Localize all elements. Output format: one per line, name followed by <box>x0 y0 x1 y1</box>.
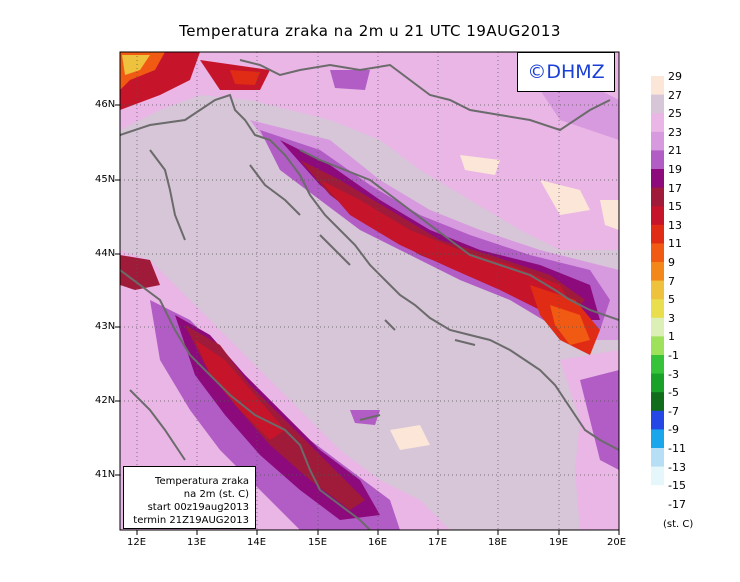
legend-label: -17 <box>668 497 686 511</box>
lon-label-15e: 15E <box>308 537 328 548</box>
info-line-4: termin 21Z19AUG2013 <box>133 515 249 526</box>
lat-label-46n: 46N <box>95 99 116 110</box>
lat-label-43n: 43N <box>95 321 116 332</box>
legend-swatch <box>651 355 664 375</box>
lon-label-13e: 13E <box>187 537 207 548</box>
legend-swatch <box>651 410 664 430</box>
legend-swatch <box>651 317 664 337</box>
legend-label: 23 <box>668 125 682 139</box>
legend-label: -15 <box>668 479 686 493</box>
lat-label-41n: 41N <box>95 469 116 480</box>
legend-swatch <box>651 466 664 486</box>
legend-label: -3 <box>668 367 679 381</box>
legend-swatch <box>651 243 664 263</box>
legend-label: 13 <box>668 218 682 232</box>
legend-swatch <box>651 280 664 300</box>
dhmz-logo: ©DHMZ <box>517 52 615 92</box>
lon-label-19e: 19E <box>549 537 569 548</box>
lon-label-18e: 18E <box>488 537 508 548</box>
legend-swatch <box>651 429 664 449</box>
legend-swatch <box>651 150 664 170</box>
legend-swatch <box>651 206 664 226</box>
legend-label: 3 <box>668 311 675 325</box>
info-line-2: na 2m (st. C) <box>183 489 249 500</box>
info-line-1: Temperatura zraka <box>155 476 249 487</box>
legend-label: 7 <box>668 274 675 288</box>
info-line-3: start 00z19aug2013 <box>147 502 249 513</box>
lon-label-12e: 12E <box>127 537 147 548</box>
legend-label: 27 <box>668 88 682 102</box>
lon-label-17e: 17E <box>428 537 448 548</box>
legend-label: -5 <box>668 386 679 400</box>
legend-swatch <box>651 131 664 151</box>
lon-label-20e: 20E <box>607 537 627 548</box>
legend-label: 29 <box>668 70 682 83</box>
legend-swatch <box>651 76 664 96</box>
legend-label: 19 <box>668 163 682 176</box>
lon-label-14e: 14E <box>247 537 267 548</box>
map-title: Temperatura zraka na 2m u 21 UTC 19AUG20… <box>179 22 561 40</box>
axis-ticks <box>115 104 620 535</box>
legend-colorbar <box>651 76 664 505</box>
legend-label: 21 <box>668 144 682 158</box>
legend-swatch <box>651 187 664 207</box>
lat-label-42n: 42N <box>95 395 116 406</box>
legend-label: -13 <box>668 460 686 474</box>
legend-swatch <box>651 224 664 244</box>
legend-label: 9 <box>668 256 675 269</box>
legend-swatch <box>651 392 664 412</box>
legend-swatch <box>651 448 664 468</box>
info-box: Temperatura zraka na 2m (st. C) start 00… <box>123 466 256 529</box>
legend-swatch <box>651 113 664 133</box>
legend-label: -1 <box>668 349 679 362</box>
legend-label: 17 <box>668 181 682 195</box>
temperature-field <box>120 52 619 530</box>
legend-label: 15 <box>668 200 682 214</box>
lat-label-44n: 44N <box>95 248 116 259</box>
legend-unit: (st. C) <box>663 519 694 530</box>
legend-swatch <box>651 485 664 505</box>
legend-swatch <box>651 373 664 393</box>
lon-label-16e: 16E <box>368 537 388 548</box>
legend-label: 5 <box>668 293 675 307</box>
legend-label: 1 <box>668 330 675 344</box>
legend-swatch <box>651 336 664 356</box>
legend-label: 11 <box>668 237 682 251</box>
map-frame <box>119 51 620 531</box>
lat-label-45n: 45N <box>95 174 116 185</box>
legend-label: -9 <box>668 423 679 437</box>
coastline-icon <box>120 59 619 530</box>
legend-label: -11 <box>668 442 686 455</box>
legend-label: -7 <box>668 404 679 418</box>
legend-swatch <box>651 94 664 114</box>
legend-swatch <box>651 169 664 189</box>
legend-swatch <box>651 262 664 282</box>
legend-swatch <box>651 299 664 319</box>
legend-label: 25 <box>668 107 682 121</box>
